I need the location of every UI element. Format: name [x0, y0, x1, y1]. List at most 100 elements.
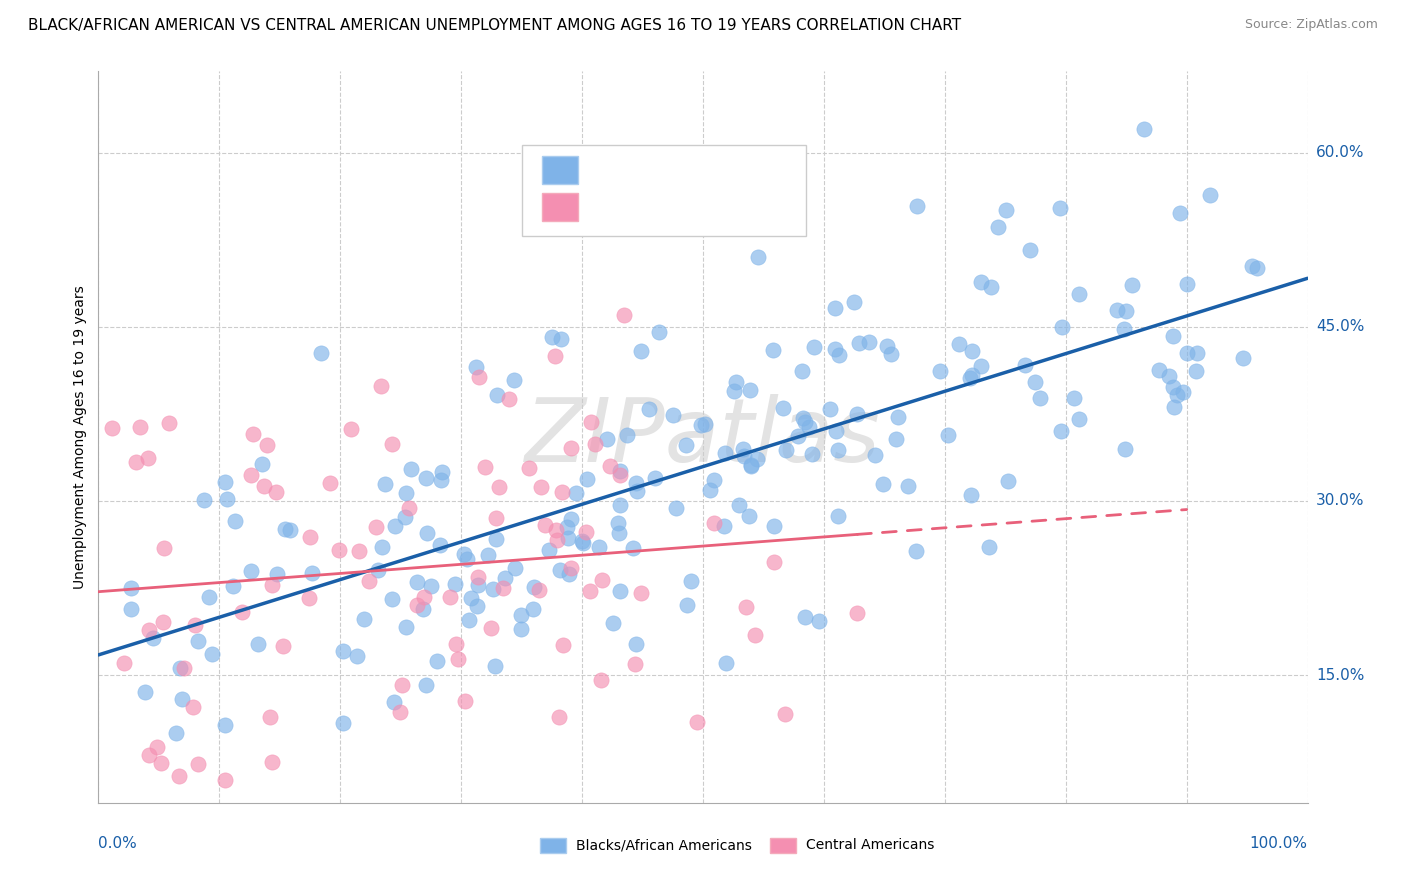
Text: N =: N =: [692, 161, 740, 179]
Point: [630, 343, 652, 358]
Point: [546, 523, 568, 537]
Point: [960, 488, 983, 502]
Point: [484, 659, 506, 673]
Point: [468, 369, 491, 384]
FancyBboxPatch shape: [543, 193, 578, 220]
Point: [1018, 244, 1040, 258]
Point: [579, 416, 602, 430]
Point: [761, 343, 783, 357]
Point: [740, 458, 762, 472]
Point: [799, 420, 821, 434]
Point: [842, 294, 865, 309]
Point: [1067, 286, 1090, 301]
Point: [494, 571, 516, 585]
Point: [187, 757, 209, 772]
Point: [1014, 359, 1036, 373]
Point: [412, 602, 434, 616]
Point: [1173, 384, 1195, 399]
Point: [596, 432, 619, 446]
Point: [388, 706, 411, 720]
Point: [172, 692, 194, 706]
Point: [382, 695, 405, 709]
Point: [447, 652, 470, 666]
Point: [485, 511, 508, 525]
Point: [522, 601, 544, 615]
Point: [887, 409, 910, 424]
Point: [384, 519, 406, 533]
Text: R =: R =: [593, 161, 628, 179]
Point: [609, 584, 631, 599]
Point: [477, 548, 499, 562]
Point: [897, 479, 920, 493]
Text: Source: ZipAtlas.com: Source: ZipAtlas.com: [1244, 18, 1378, 31]
Point: [905, 543, 928, 558]
Point: [962, 343, 984, 358]
Point: [138, 451, 160, 466]
Point: [416, 526, 439, 541]
FancyBboxPatch shape: [769, 838, 796, 853]
Point: [1170, 206, 1192, 220]
Point: [367, 562, 389, 576]
Point: [1159, 368, 1181, 383]
FancyBboxPatch shape: [543, 156, 578, 184]
Text: 60.0%: 60.0%: [1316, 145, 1364, 161]
Point: [264, 484, 287, 499]
Point: [1112, 321, 1135, 335]
Point: [460, 591, 482, 606]
Point: [253, 479, 276, 493]
Point: [703, 474, 725, 488]
Text: 0.756: 0.756: [638, 161, 686, 179]
Point: [246, 637, 269, 651]
Point: [481, 582, 503, 596]
Point: [548, 563, 571, 577]
Point: [929, 364, 952, 378]
Point: [624, 476, 647, 491]
Point: [214, 475, 236, 489]
Point: [551, 485, 574, 500]
Point: [607, 516, 630, 531]
Point: [948, 336, 970, 351]
Point: [773, 706, 796, 721]
FancyBboxPatch shape: [540, 838, 567, 853]
Text: 199: 199: [748, 161, 779, 179]
Point: [153, 541, 176, 556]
Point: [239, 468, 262, 483]
Point: [1161, 329, 1184, 343]
Point: [714, 446, 737, 460]
Point: [456, 552, 478, 566]
Point: [794, 415, 817, 429]
Point: [560, 561, 582, 575]
Point: [553, 638, 575, 652]
Point: [467, 569, 489, 583]
Point: [201, 647, 224, 661]
Point: [1050, 424, 1073, 438]
Point: [298, 591, 321, 605]
Point: [936, 427, 959, 442]
Point: [173, 661, 195, 675]
Point: [884, 432, 907, 446]
Point: [576, 472, 599, 486]
Point: [848, 336, 870, 351]
Point: [665, 500, 688, 515]
Point: [214, 772, 236, 787]
Point: [997, 474, 1019, 488]
Point: [222, 579, 245, 593]
Point: [465, 360, 488, 375]
Point: [1049, 201, 1071, 215]
Point: [474, 460, 496, 475]
Point: [509, 607, 531, 622]
Point: [714, 657, 737, 671]
Point: [623, 657, 645, 672]
Point: [1199, 187, 1222, 202]
Point: [879, 347, 901, 361]
Point: [523, 580, 546, 594]
Point: [193, 493, 215, 508]
Point: [1232, 351, 1254, 366]
Point: [728, 498, 751, 512]
Point: [242, 426, 264, 441]
Point: [824, 424, 846, 438]
Text: 100.0%: 100.0%: [1250, 836, 1308, 851]
Point: [217, 491, 239, 506]
Point: [775, 443, 797, 458]
Point: [340, 422, 363, 436]
